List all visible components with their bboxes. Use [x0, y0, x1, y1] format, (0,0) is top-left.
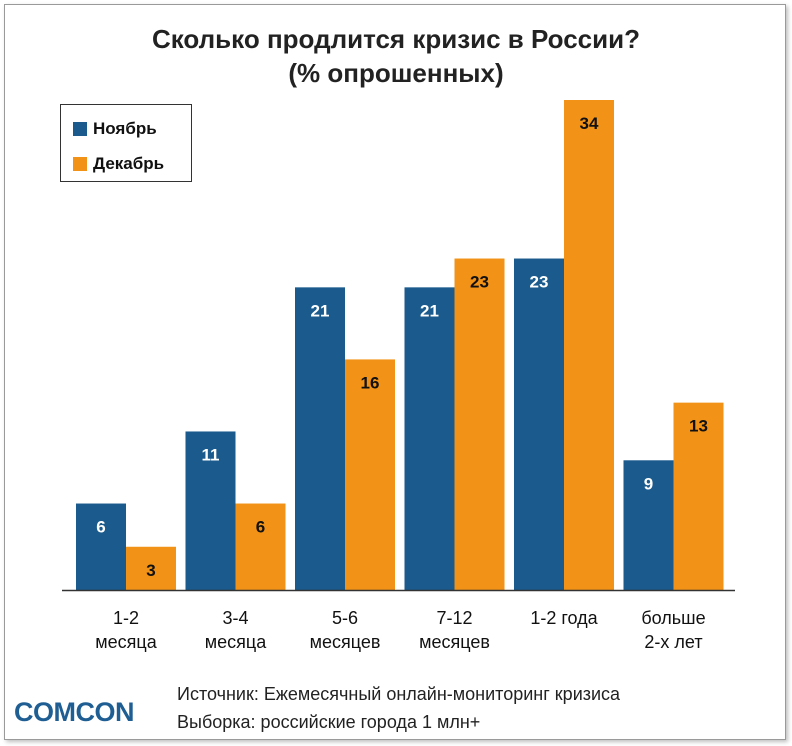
chart-title-line1: Сколько продлится кризис в России? [151, 24, 640, 54]
value-label-december-0: 3 [146, 561, 155, 580]
legend-item-november: Ноябрь [73, 119, 157, 139]
bar-november-2 [295, 287, 345, 590]
category-label-5-line-0: больше [641, 608, 706, 628]
value-label-november-2: 21 [311, 301, 330, 320]
bar-november-1 [185, 431, 236, 590]
bar-november-4 [514, 258, 564, 590]
category-label-3-line-0: 7-12 [436, 608, 473, 628]
category-label-1-line-1: месяца [204, 632, 267, 652]
category-label-0: 1-2 месяца [71, 606, 181, 654]
legend-swatch-november [73, 122, 87, 136]
legend-label-december: Декабрь [93, 154, 165, 173]
bar-november-0 [76, 503, 126, 590]
category-label-4: 1-2 года [509, 606, 619, 654]
value-label-december-5: 13 [689, 417, 708, 436]
value-label-december-1: 6 [256, 518, 265, 537]
category-label-4-line-1 [509, 630, 619, 654]
value-label-december-4: 34 [580, 114, 599, 133]
value-label-december-2: 16 [361, 373, 380, 392]
bar-december-4 [564, 100, 614, 590]
legend-label-november: Ноябрь [93, 119, 157, 138]
category-label-2: 5-6 месяцев [290, 606, 400, 654]
legend-swatch-december [73, 157, 87, 171]
value-label-november-3: 21 [420, 301, 439, 320]
category-label-3-line-1: месяцев [419, 632, 490, 652]
sample-line: Выборка: российские города 1 млн+ [177, 712, 481, 732]
legend: Ноябрь Декабрь [60, 104, 192, 182]
bar-november-5 [623, 460, 674, 590]
chart-subtitle: (% опрошенных) [288, 58, 504, 88]
value-label-november-1: 11 [202, 445, 220, 464]
category-label-5: больше 2-х лет [619, 606, 729, 654]
comcon-logo: COMCON [14, 697, 135, 727]
bar-december-5 [673, 402, 724, 590]
source-line: Источник: Ежемесячный онлайн-мониторинг … [177, 684, 621, 704]
legend-item-december: Декабрь [73, 154, 164, 174]
value-label-november-4: 23 [530, 273, 549, 292]
chart-title: Сколько продлится кризис в России? (% оп… [0, 22, 792, 90]
bar-december-1 [235, 503, 286, 590]
category-label-0-line-0: 1-2 [112, 608, 139, 628]
category-label-3: 7-12 месяцев [400, 606, 510, 654]
value-label-november-0: 6 [96, 518, 105, 537]
category-label-2-line-0: 5-6 [331, 608, 358, 628]
category-label-0-line-1: месяца [95, 632, 157, 652]
bar-december-2 [345, 359, 395, 590]
value-label-december-3: 23 [470, 273, 489, 292]
category-label-5-line-1: 2-х лет [644, 632, 703, 652]
bar-november-3 [404, 287, 455, 590]
category-label-1-line-0: 3-4 [222, 608, 249, 628]
value-label-november-5: 9 [644, 474, 653, 493]
bar-december-0 [126, 546, 176, 590]
category-label-4-line-0: 1-2 года [530, 608, 598, 628]
category-label-1: 3-4 месяца [181, 606, 291, 654]
category-label-2-line-1: месяцев [309, 632, 381, 652]
bar-december-3 [454, 258, 505, 590]
